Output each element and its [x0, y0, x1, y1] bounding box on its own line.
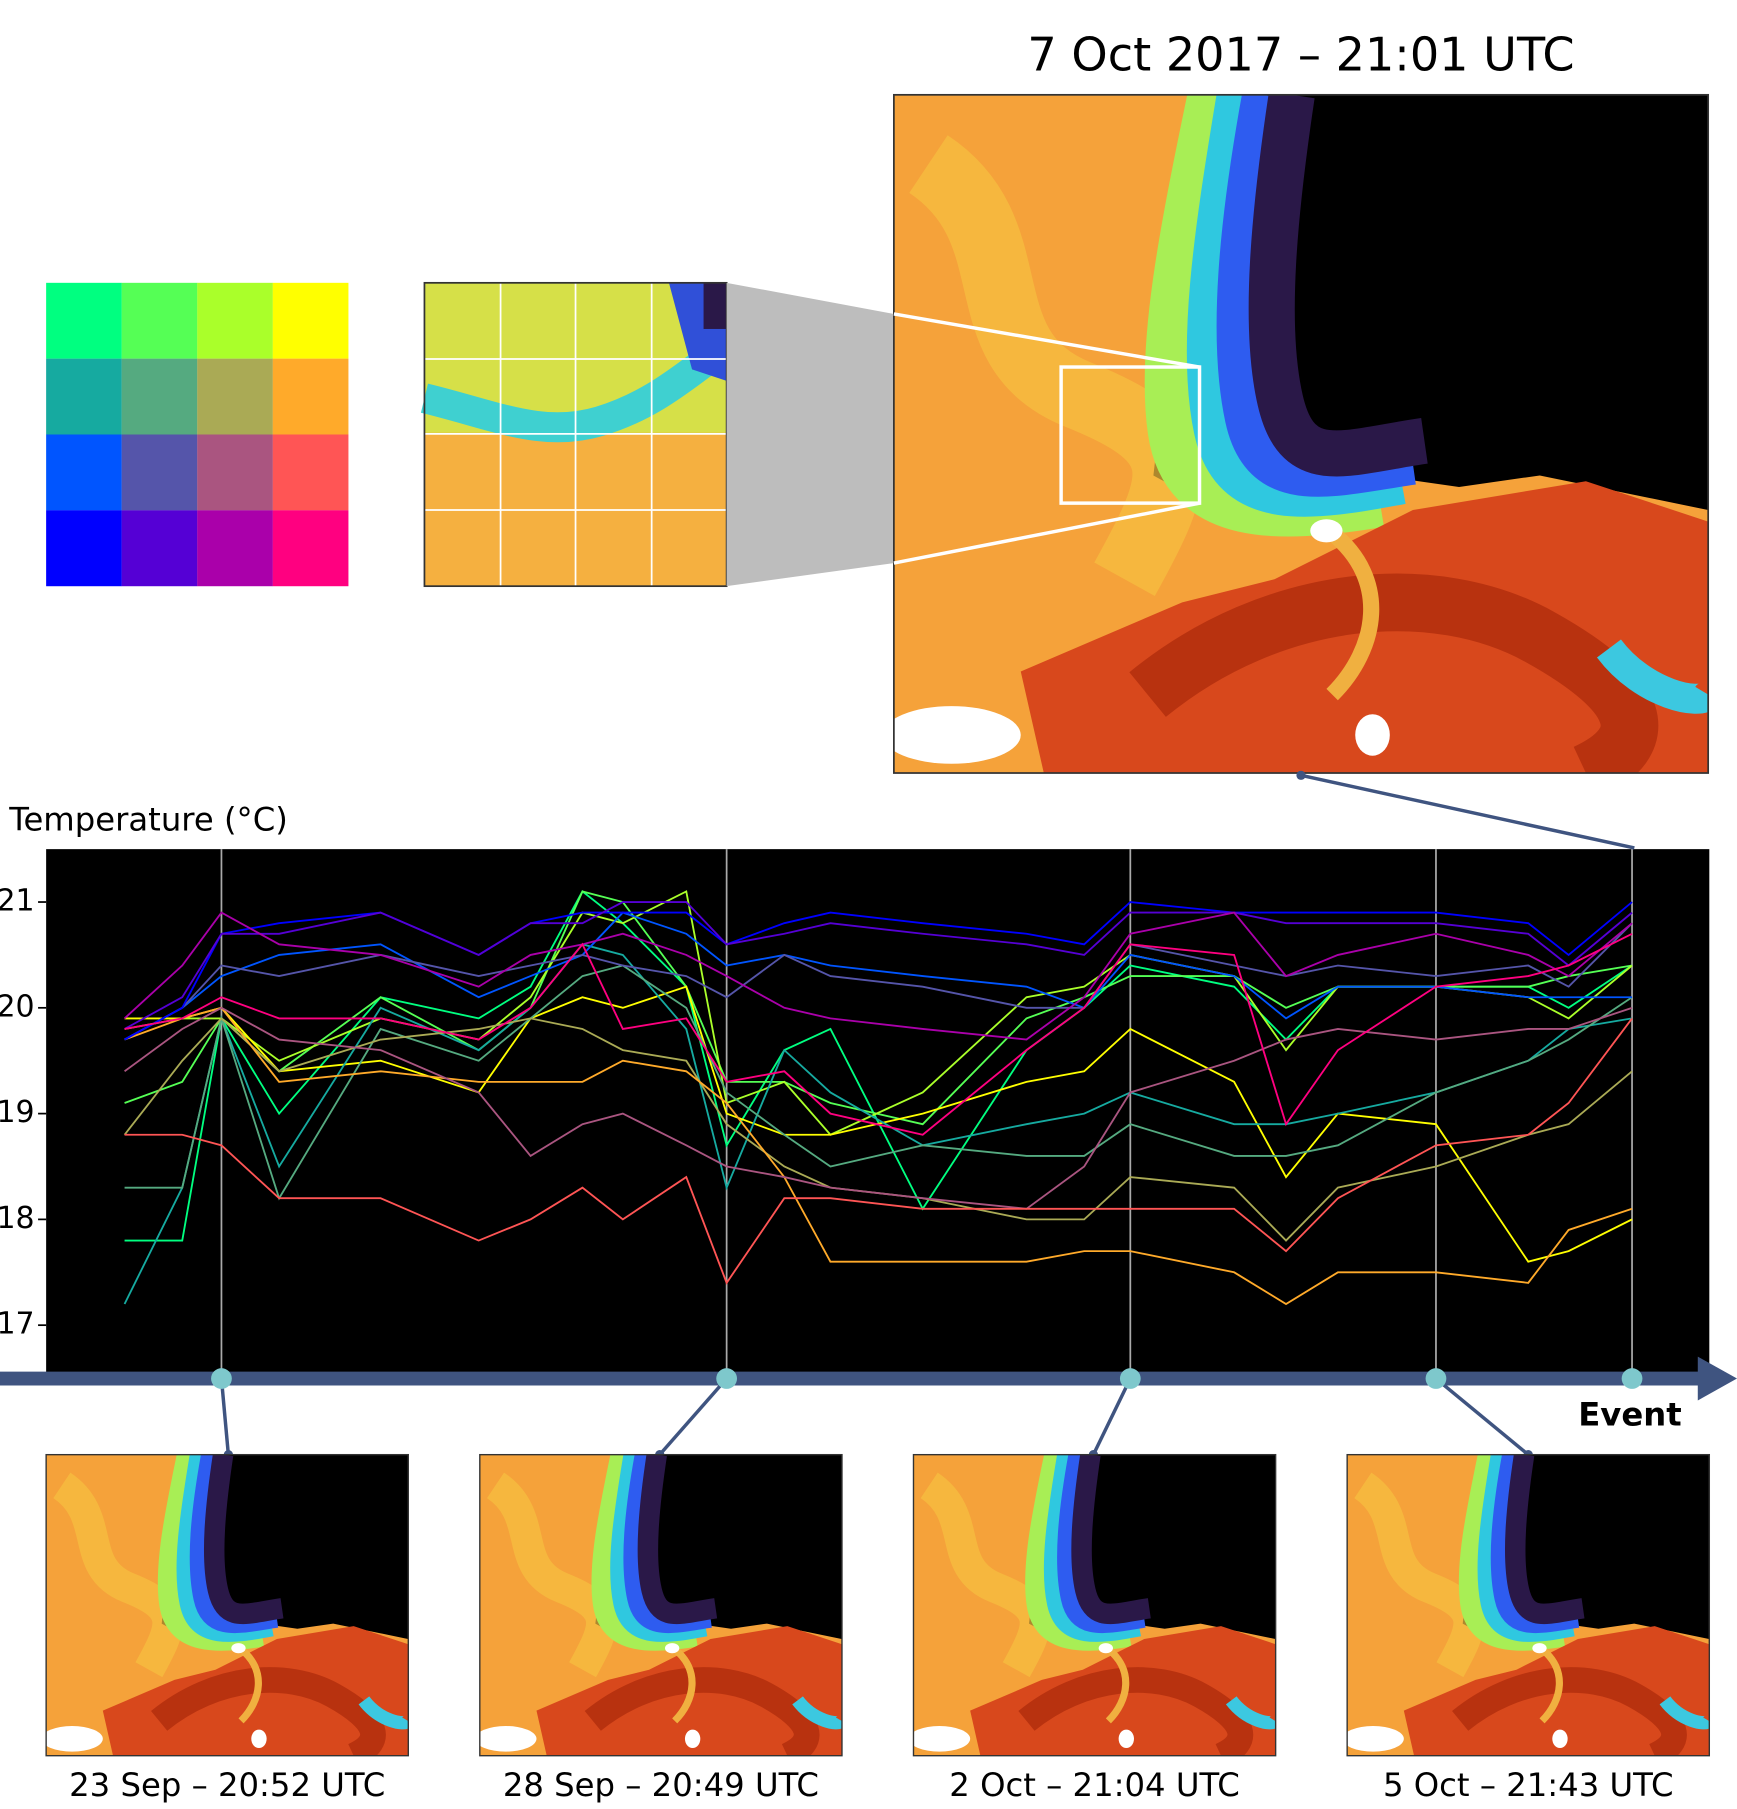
- thumbnails: 23 Sep – 20:52 UTC 28 Sep – 20:49 UTC 2 Oc…: [41, 1455, 1709, 1804]
- thumbnail-label: 23 Sep – 20:52 UTC: [69, 1766, 385, 1804]
- zoom-funnel: [727, 283, 894, 586]
- y-tick-label: 18: [0, 1201, 35, 1236]
- event-marker: [1622, 1368, 1643, 1389]
- thumbnail-label: 2 Oct – 21:04 UTC: [949, 1766, 1240, 1804]
- main-map-title: 7 Oct 2017 – 21:01 UTC: [1027, 27, 1574, 81]
- event-marker: [716, 1368, 737, 1389]
- y-tick-label: 20: [0, 989, 35, 1024]
- color-key-cell: [46, 434, 122, 510]
- x-axis-label: Event: [1578, 1396, 1681, 1434]
- y-tick-label: 19: [0, 1095, 35, 1130]
- thumbnail-map: [41, 1455, 408, 1756]
- color-key-cell: [273, 359, 349, 435]
- color-key-cell: [46, 510, 122, 586]
- timeline-arrow: [1698, 1357, 1737, 1401]
- color-key-cell: [122, 510, 198, 586]
- y-tick-label: 17: [0, 1307, 35, 1342]
- event-marker: [1426, 1368, 1447, 1389]
- color-key-cell: [273, 434, 349, 510]
- color-key-cell: [197, 510, 273, 586]
- main-map: [882, 95, 1708, 773]
- color-key-cell: [273, 283, 349, 359]
- color-key-cell: [197, 434, 273, 510]
- thumbnail-label: 5 Oct – 21:43 UTC: [1383, 1766, 1674, 1804]
- color-key-cell: [46, 283, 122, 359]
- color-key-cell: [122, 359, 198, 435]
- thumbnail-map: [909, 1455, 1276, 1756]
- color-key-cell: [197, 283, 273, 359]
- figure: 7 Oct 2017 – 21:01 UTC Temperature (°C) …: [0, 0, 1737, 1809]
- color-key-cell: [197, 359, 273, 435]
- thumbnail-map: [475, 1455, 842, 1756]
- zoom-panel: [424, 283, 726, 586]
- y-tick-label: 21: [0, 884, 35, 919]
- color-key: [46, 283, 348, 586]
- color-key-cell: [46, 359, 122, 435]
- thumbnail-map: [1342, 1455, 1709, 1756]
- event-marker: [211, 1368, 232, 1389]
- event-marker: [1120, 1368, 1141, 1389]
- thumbnail-label: 28 Sep – 20:49 UTC: [503, 1766, 819, 1804]
- color-key-cell: [122, 283, 198, 359]
- color-key-cell: [122, 434, 198, 510]
- color-key-cell: [273, 510, 349, 586]
- y-axis-label: Temperature (°C): [8, 800, 288, 838]
